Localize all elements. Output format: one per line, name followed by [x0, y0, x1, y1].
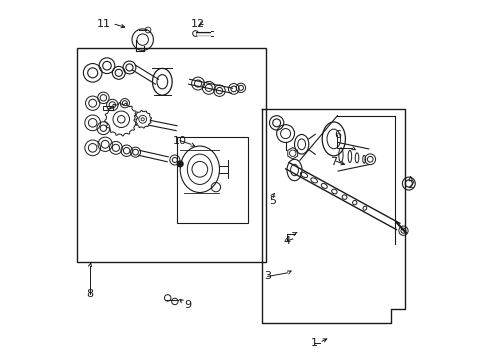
Text: 3: 3 [264, 271, 271, 282]
Text: 10: 10 [173, 136, 187, 146]
Text: 7: 7 [329, 157, 337, 167]
Text: 9: 9 [183, 300, 190, 310]
Text: 11: 11 [96, 18, 110, 28]
Bar [176, 137, 247, 223]
Text: 2: 2 [406, 180, 413, 190]
Text: 8: 8 [86, 289, 94, 299]
Text: 5: 5 [268, 197, 275, 206]
Text: 1: 1 [310, 338, 317, 347]
Text: 12: 12 [191, 18, 204, 28]
Text: 6: 6 [333, 130, 340, 140]
Circle shape [177, 161, 183, 167]
Bar [77, 48, 265, 262]
Bar [103, 106, 113, 111]
Text: 4: 4 [283, 236, 290, 246]
